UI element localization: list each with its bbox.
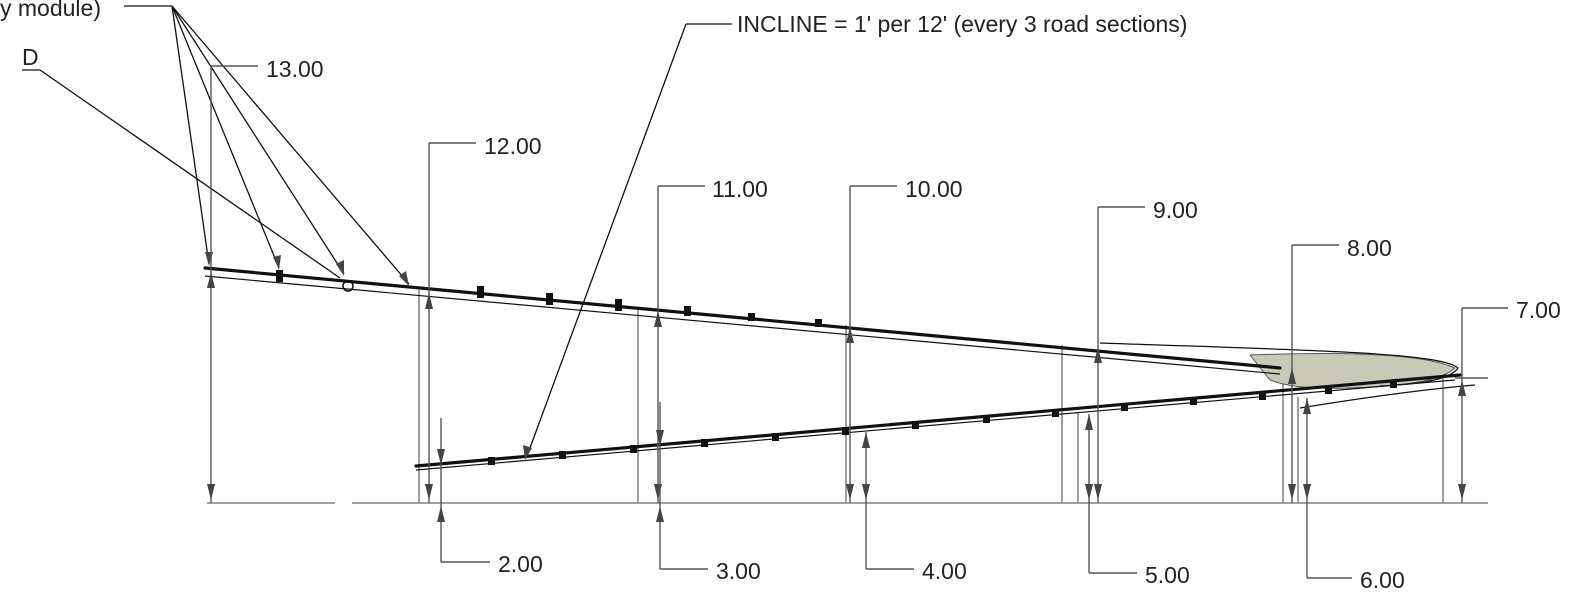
incline-leader — [523, 23, 732, 460]
elevation-3-dimension — [656, 402, 708, 570]
elevation-label: 9.00 — [1153, 197, 1198, 223]
elevation-label: 10.00 — [905, 176, 963, 202]
elevation-8-dimension — [1288, 244, 1339, 503]
elevation-7-dimension — [1455, 307, 1508, 503]
elevation-6-dimension — [1303, 398, 1352, 579]
elevation-10-dimension — [846, 185, 897, 503]
support-note: y module) — [0, 0, 101, 21]
support-leaders — [124, 5, 410, 286]
elevation-12-dimension — [425, 142, 476, 503]
upper-ramp — [203, 266, 1459, 387]
elevation-label: 8.00 — [1347, 235, 1392, 261]
elevation-label: 13.00 — [266, 56, 324, 82]
detail-d-callout — [22, 69, 354, 292]
elevation-label: 3.00 — [716, 558, 761, 584]
elevation-5-dimension — [1085, 414, 1137, 574]
elevation-label: 5.00 — [1145, 562, 1190, 588]
lower-ramp — [414, 373, 1476, 471]
elevation-2-dimension — [437, 418, 490, 563]
elevation-label: 4.00 — [922, 558, 967, 584]
elevation-4-dimension — [862, 432, 914, 570]
elevation-label: 2.00 — [498, 551, 543, 577]
elevation-11-dimension — [654, 185, 705, 503]
elevation-label: 6.00 — [1360, 567, 1405, 593]
elevation-label: 7.00 — [1516, 297, 1561, 323]
elevation-13-dimension — [207, 65, 258, 503]
elevation-9-dimension — [1094, 206, 1145, 503]
elevation-label: 12.00 — [484, 133, 542, 159]
elevation-label: 11.00 — [712, 176, 768, 202]
detail-letter: D — [22, 44, 39, 70]
support-posts — [418, 290, 1444, 503]
incline-note: INCLINE = 1' per 12' (every 3 road secti… — [737, 11, 1187, 37]
